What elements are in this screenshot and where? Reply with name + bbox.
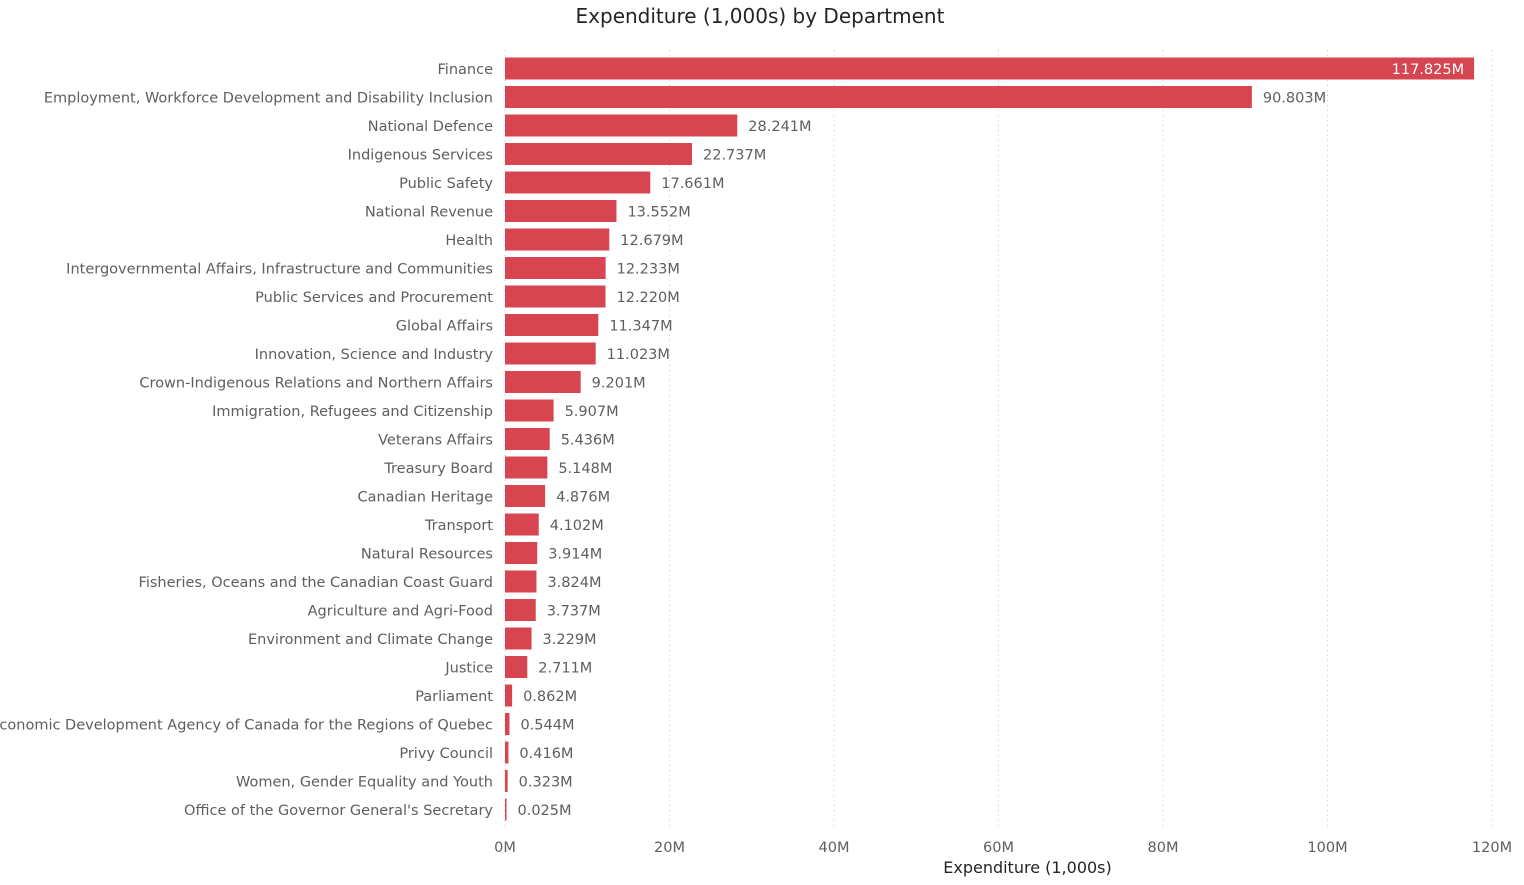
category-label: Innovation, Science and Industry (255, 347, 494, 363)
data-label: 0.544M (520, 718, 574, 734)
category-label: Parliament (415, 689, 493, 705)
bar[interactable] (505, 143, 693, 165)
data-label: 0.323M (519, 775, 573, 791)
x-tick-label: 0M (494, 840, 516, 856)
data-label: 5.436M (561, 433, 615, 449)
bar[interactable] (505, 770, 508, 792)
x-axis-ticks: 0M 20M 40M 60M 80M 100M 120M (494, 840, 1512, 856)
data-label: 5.907M (565, 404, 619, 420)
category-label: Natural Resources (361, 547, 493, 563)
category-label: Environment and Climate Change (248, 632, 493, 648)
data-label: 3.824M (547, 575, 601, 591)
data-label: 11.023M (607, 347, 670, 363)
category-label: Canadian Heritage (357, 490, 493, 506)
category-label: Women, Gender Equality and Youth (236, 775, 493, 791)
bar[interactable] (505, 342, 596, 365)
data-label: 3.229M (543, 632, 597, 648)
bar[interactable] (505, 798, 507, 821)
bar[interactable] (505, 570, 537, 593)
data-label: 12.679M (620, 233, 683, 249)
bar[interactable] (505, 171, 651, 194)
category-label: Privy Council (399, 746, 493, 762)
data-label: 2.711M (538, 661, 592, 677)
gridlines (504, 50, 1493, 826)
data-label: 22.737M (703, 148, 766, 164)
bar[interactable] (505, 257, 606, 279)
category-label: Transport (424, 518, 493, 534)
data-label: 13.552M (627, 205, 690, 221)
bar[interactable] (505, 228, 610, 251)
bar[interactable] (505, 542, 538, 564)
data-label: 11.347M (609, 319, 672, 335)
data-label: 0.025M (518, 803, 572, 819)
data-labels: 117.825M 90.803M 28.241M 22.737M 17.661M 13.5… (518, 62, 1465, 819)
category-label: Treasury Board (383, 461, 493, 477)
data-label: 9.201M (592, 376, 646, 392)
data-label: 12.233M (617, 262, 680, 278)
data-label: 4.876M (556, 490, 610, 506)
category-label: Intergovernmental Affairs, Infrastructur… (66, 262, 493, 278)
data-label: 3.914M (548, 547, 602, 563)
data-label: 28.241M (748, 119, 811, 135)
category-label: Crown-Indigenous Relations and Northern … (139, 376, 493, 392)
category-label: Office of the Governor General's Secreta… (184, 803, 493, 819)
bar[interactable] (505, 399, 554, 422)
x-tick-label: 40M (819, 840, 850, 856)
data-label: 0.416M (519, 746, 573, 762)
data-label: 90.803M (1263, 91, 1326, 107)
bar[interactable] (505, 713, 510, 735)
bar[interactable] (505, 485, 546, 507)
category-label: Employment, Workforce Development and Di… (44, 91, 493, 107)
bar[interactable] (505, 627, 532, 650)
category-label: Health (445, 233, 493, 249)
category-label: National Revenue (365, 205, 493, 221)
category-label: Indigenous Services (348, 148, 493, 164)
data-label: 4.102M (550, 518, 604, 534)
bar[interactable] (505, 200, 617, 222)
bar[interactable] (505, 371, 581, 393)
bar[interactable] (505, 684, 513, 707)
x-tick-label: 100M (1307, 840, 1347, 856)
category-label: Public Services and Procurement (255, 290, 493, 306)
data-label: 12.220M (617, 290, 680, 306)
x-tick-label: 120M (1472, 840, 1512, 856)
category-label: Immigration, Refugees and Citizenship (212, 404, 493, 420)
chart-title: Expenditure (1,000s) by Department (575, 4, 945, 28)
category-label: Veterans Affairs (378, 433, 493, 449)
bar[interactable] (505, 656, 528, 678)
category-label: National Defence (368, 119, 493, 135)
category-label: Agriculture and Agri-Food (308, 604, 493, 620)
bar[interactable] (505, 86, 1252, 108)
category-label: Global Affairs (396, 319, 493, 335)
category-label: Economic Development Agency of Canada fo… (0, 718, 493, 734)
category-label: Public Safety (399, 176, 493, 192)
bar[interactable] (505, 57, 1475, 80)
x-axis-title: Expenditure (1,000s) (943, 858, 1112, 877)
data-label: 3.737M (547, 604, 601, 620)
data-label: 5.148M (558, 461, 612, 477)
data-label: 17.661M (661, 176, 724, 192)
bar[interactable] (505, 599, 536, 621)
x-tick-label: 60M (983, 840, 1014, 856)
category-label: Justice (444, 661, 493, 677)
bar[interactable] (505, 456, 548, 479)
category-labels: Finance Employment, Workforce Development… (0, 62, 493, 819)
bar[interactable] (505, 285, 606, 308)
bars (505, 57, 1475, 821)
bar[interactable] (505, 741, 509, 764)
bar[interactable] (505, 314, 599, 336)
bar[interactable] (505, 428, 550, 450)
category-label: Fisheries, Oceans and the Canadian Coast… (139, 575, 493, 591)
x-tick-label: 80M (1148, 840, 1179, 856)
data-label: 117.825M (1392, 62, 1464, 78)
bar[interactable] (505, 114, 738, 137)
bar[interactable] (505, 513, 539, 536)
category-label: Finance (438, 62, 494, 78)
data-label: 0.862M (523, 689, 577, 705)
x-tick-label: 20M (654, 840, 685, 856)
